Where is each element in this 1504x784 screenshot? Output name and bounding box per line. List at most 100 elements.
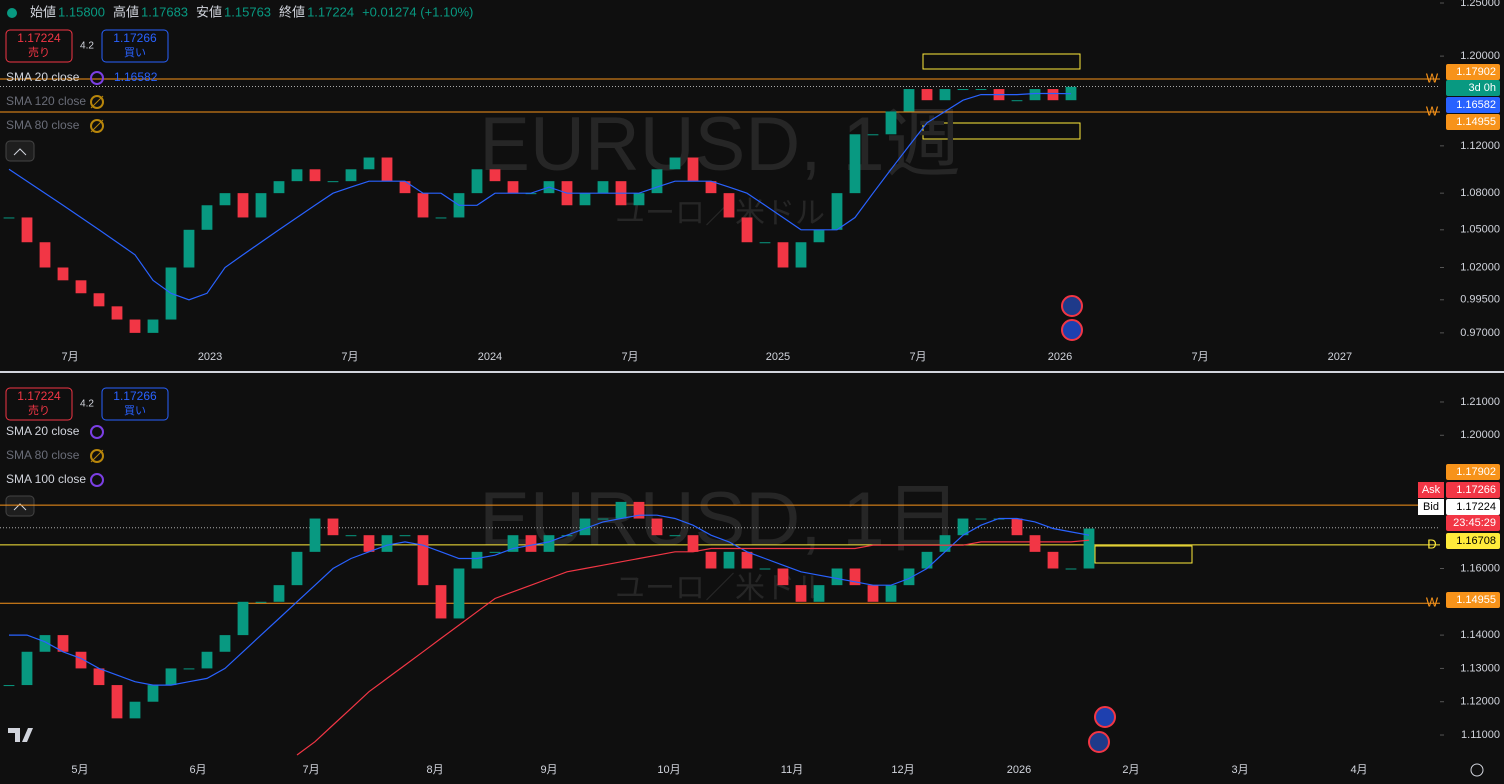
price-tag [1446, 592, 1500, 608]
y-tick-label: 1.08000 [1460, 187, 1500, 199]
header-high-label: 高値 [113, 4, 139, 19]
trade-price: 1.17266 [113, 31, 157, 45]
x-tick-label: 2023 [198, 351, 222, 363]
candle [849, 568, 861, 586]
candle [453, 568, 465, 619]
x-tick-label: 2026 [1007, 764, 1031, 776]
y-tick-label: 1.21000 [1460, 396, 1500, 408]
candle [219, 193, 231, 206]
price-tag [1446, 97, 1500, 113]
price-tag-label-bg [1418, 499, 1444, 515]
candle [489, 551, 501, 553]
candle [597, 518, 609, 520]
candle [255, 193, 267, 218]
candle [147, 319, 159, 333]
candle [885, 111, 897, 135]
y-tick-label: 1.25000 [1460, 0, 1500, 9]
event-icon[interactable] [1061, 295, 1083, 317]
candle [291, 169, 303, 182]
candle [471, 551, 483, 569]
legend-icon-slash [90, 449, 104, 463]
candle [849, 134, 861, 194]
event-icon[interactable] [1094, 706, 1116, 728]
candle [1011, 100, 1023, 102]
candle [507, 181, 519, 194]
pane: EURUSD, 1日ユーロ／米ドル1.210001.200001.160001.… [0, 387, 1500, 776]
trade-button[interactable] [5, 387, 73, 421]
header-low-label: 安値 [196, 4, 222, 19]
x-tick-label: 9月 [540, 764, 557, 776]
trade-button[interactable] [5, 29, 73, 63]
price-tag-text: 1.16708 [1456, 535, 1496, 547]
legend-icon [90, 95, 104, 109]
watermark-subtitle: ユーロ／米ドル [615, 197, 825, 230]
candle [435, 217, 447, 219]
header-low: 1.15763 [224, 4, 271, 19]
candle [93, 293, 105, 307]
x-tick-label: 4月 [1350, 764, 1367, 776]
candle [939, 89, 951, 101]
trade-button[interactable] [101, 29, 169, 63]
settings-icon[interactable] [1470, 763, 1484, 777]
price-tag [1446, 64, 1500, 80]
trade-button[interactable] [101, 387, 169, 421]
legend-icon [90, 71, 104, 85]
level-tag: W [1426, 70, 1439, 85]
event-icon[interactable] [1061, 319, 1083, 341]
price-tag-text: 3d 0h [1468, 82, 1496, 94]
level-tag: D [1427, 536, 1436, 551]
event-icon[interactable] [1088, 731, 1110, 753]
watermark-title: EURUSD, 1週 [479, 102, 960, 187]
candle [39, 635, 51, 652]
candle [957, 89, 969, 91]
candle [21, 651, 33, 686]
trade-price: 1.17266 [113, 389, 157, 403]
candle [381, 157, 393, 182]
candle [363, 157, 375, 170]
candle [1029, 535, 1041, 552]
logo [8, 728, 33, 742]
candle [75, 280, 87, 294]
x-tick-label: 12月 [891, 764, 914, 776]
candle [867, 134, 879, 136]
candle [57, 635, 69, 652]
x-tick-label: 7月 [621, 351, 638, 363]
collapse-button[interactable] [5, 495, 35, 517]
candle [687, 157, 699, 182]
candle [813, 229, 825, 243]
x-tick-label: 7月 [909, 351, 926, 363]
candle [903, 89, 915, 112]
candle [1047, 89, 1059, 101]
legend-icon [90, 449, 104, 463]
candle [957, 518, 969, 536]
trade-label: 買い [124, 404, 146, 417]
candle [543, 535, 555, 552]
candle [975, 89, 987, 91]
candle [417, 193, 429, 218]
legend-label: SMA 120 close [6, 94, 86, 108]
trade-price: 1.17224 [17, 389, 61, 403]
candle [939, 535, 951, 552]
candle [1011, 518, 1023, 536]
x-tick-label: 7月 [302, 764, 319, 776]
candle [669, 157, 681, 170]
legend-icon [90, 119, 104, 133]
candle [903, 568, 915, 586]
candle [741, 551, 753, 569]
candle [867, 585, 879, 602]
candle [921, 89, 933, 101]
candle [39, 242, 51, 268]
candle [1083, 528, 1095, 569]
candle [129, 319, 141, 333]
candle [381, 535, 393, 552]
candle [831, 193, 843, 230]
candle [129, 701, 141, 719]
candle [921, 551, 933, 569]
trade-label: 売り [28, 46, 50, 59]
collapse-button[interactable] [5, 140, 35, 162]
candle [777, 242, 789, 268]
candle [741, 217, 753, 243]
candle [723, 193, 735, 218]
legend-icon [90, 425, 104, 439]
candle [345, 535, 357, 537]
